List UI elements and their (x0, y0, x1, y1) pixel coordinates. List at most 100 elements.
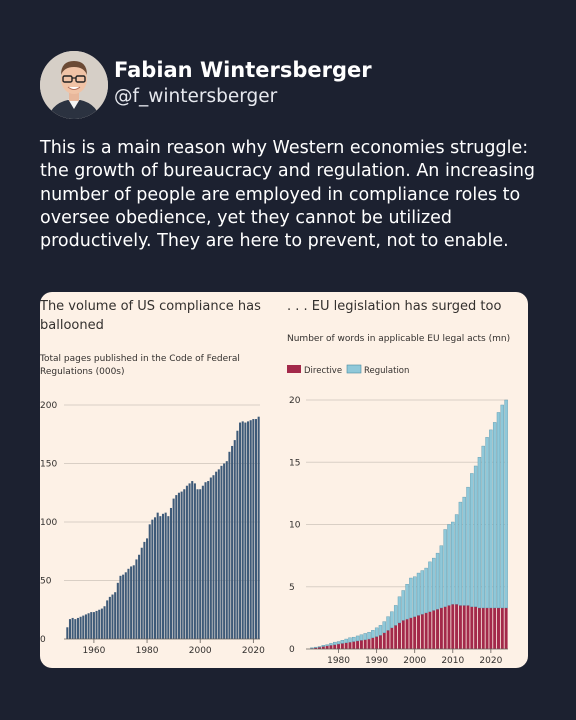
us-bar (185, 485, 188, 639)
us-bar (247, 421, 250, 639)
eu-regulation-bar (310, 647, 314, 649)
us-bar (90, 612, 93, 639)
us-bar (122, 574, 125, 639)
us-bar (108, 596, 111, 639)
eu-directive-bar (424, 612, 428, 649)
eu-regulation-bar (428, 561, 432, 612)
us-bar (199, 489, 202, 639)
eu-regulation-bar (352, 636, 356, 642)
author-name[interactable]: Fabian Wintersberger (114, 58, 372, 82)
eu-directive-bar (352, 641, 356, 649)
eu-directive-bar (493, 607, 497, 649)
eu-regulation-bar (363, 633, 367, 640)
us-bar (124, 572, 127, 639)
eu-directive-bar (371, 637, 375, 649)
eu-regulation-bar (500, 404, 504, 609)
chart-image-card[interactable]: The volume of US compliance has balloone… (40, 292, 528, 668)
eu-regulation-bar (462, 496, 466, 606)
eu-directive-bar (451, 604, 455, 649)
us-bar (119, 575, 122, 639)
us-bar (228, 451, 231, 639)
us-bar (191, 481, 194, 639)
eu-regulation-bar (393, 605, 398, 626)
us-bar (146, 538, 149, 639)
eu-directive-bar (344, 642, 348, 649)
eu-regulation-bar (386, 616, 390, 631)
us-bar (114, 592, 117, 639)
us-bar (231, 445, 234, 639)
eu-directive-bar (386, 630, 390, 649)
us-bar (100, 608, 103, 639)
eu-y-tick-label: 10 (289, 521, 301, 531)
us-bar (204, 482, 207, 639)
avatar[interactable] (40, 51, 108, 119)
eu-regulation-bar (489, 429, 493, 609)
us-bar (239, 422, 242, 639)
us-bar (66, 627, 69, 639)
eu-directive-bar (321, 646, 325, 649)
eu-regulation-bar (485, 437, 489, 609)
eu-regulation-bar (397, 596, 402, 624)
eu-directive-bar (477, 607, 481, 649)
eu-directive-bar (455, 604, 459, 649)
us-bar (212, 475, 215, 639)
eu-directive-bar (432, 610, 436, 649)
us-bar (223, 463, 226, 639)
eu-directive-bar (413, 616, 417, 649)
us-bar (220, 465, 223, 639)
eu-regulation-bar (374, 627, 379, 637)
eu-directive-bar (436, 609, 440, 649)
us-bar (196, 489, 199, 639)
us-bar (241, 421, 244, 639)
eu-regulation-bar (340, 640, 345, 644)
eu-regulation-bar (470, 473, 474, 607)
us-bar (180, 491, 183, 639)
us-bar (217, 469, 220, 639)
eu-regulation-bar (443, 529, 447, 607)
us-bar (175, 495, 178, 639)
us-x-tick-label: 1960 (82, 646, 105, 656)
eu-regulation-bar (435, 552, 440, 610)
eu-directive-bar (340, 643, 344, 649)
us-bar (68, 619, 72, 639)
us-bar (167, 516, 170, 639)
author-handle[interactable]: @f_wintersberger (114, 86, 278, 107)
us-bar (257, 416, 260, 639)
us-bar (207, 481, 210, 639)
us-bar (135, 559, 138, 639)
eu-regulation-bar (447, 524, 451, 606)
us-bar (148, 524, 151, 639)
eu-directive-bar (443, 606, 447, 649)
eu-regulation-bar (359, 634, 364, 641)
us-bar (172, 498, 175, 639)
eu-regulation-bar (451, 521, 455, 605)
tweet-text: This is a main reason why Western econom… (40, 138, 536, 252)
eu-directive-bar (356, 640, 360, 649)
eu-directive-bar (390, 627, 394, 649)
eu-regulation-bar (321, 645, 326, 647)
us-bar (183, 489, 186, 639)
us-bar (193, 483, 196, 639)
us-bar (116, 582, 119, 639)
eu-regulation-bar (424, 567, 428, 614)
eu-regulation-bar (355, 635, 360, 642)
us-bar (161, 513, 165, 639)
eu-regulation-bar (504, 399, 508, 609)
us-bar (95, 610, 98, 639)
us-y-tick-label: 50 (40, 577, 52, 587)
us-bar (156, 512, 159, 639)
us-bar (188, 483, 191, 639)
eu-regulation-bar (416, 572, 421, 616)
us-bar (74, 619, 77, 639)
eu-x-tick-label: 2000 (403, 656, 426, 666)
eu-directive-bar (378, 635, 382, 649)
eu-x-tick-label: 1980 (327, 656, 350, 666)
eu-directive-bar (470, 606, 474, 649)
us-bar (140, 547, 143, 639)
us-x-tick-label: 2020 (242, 646, 265, 656)
eu-regulation-bar (317, 646, 322, 648)
eu-y-tick-label: 15 (289, 458, 300, 468)
us-bar (252, 419, 255, 639)
us-bar (249, 420, 252, 639)
legend-regulation-swatch (346, 364, 362, 374)
